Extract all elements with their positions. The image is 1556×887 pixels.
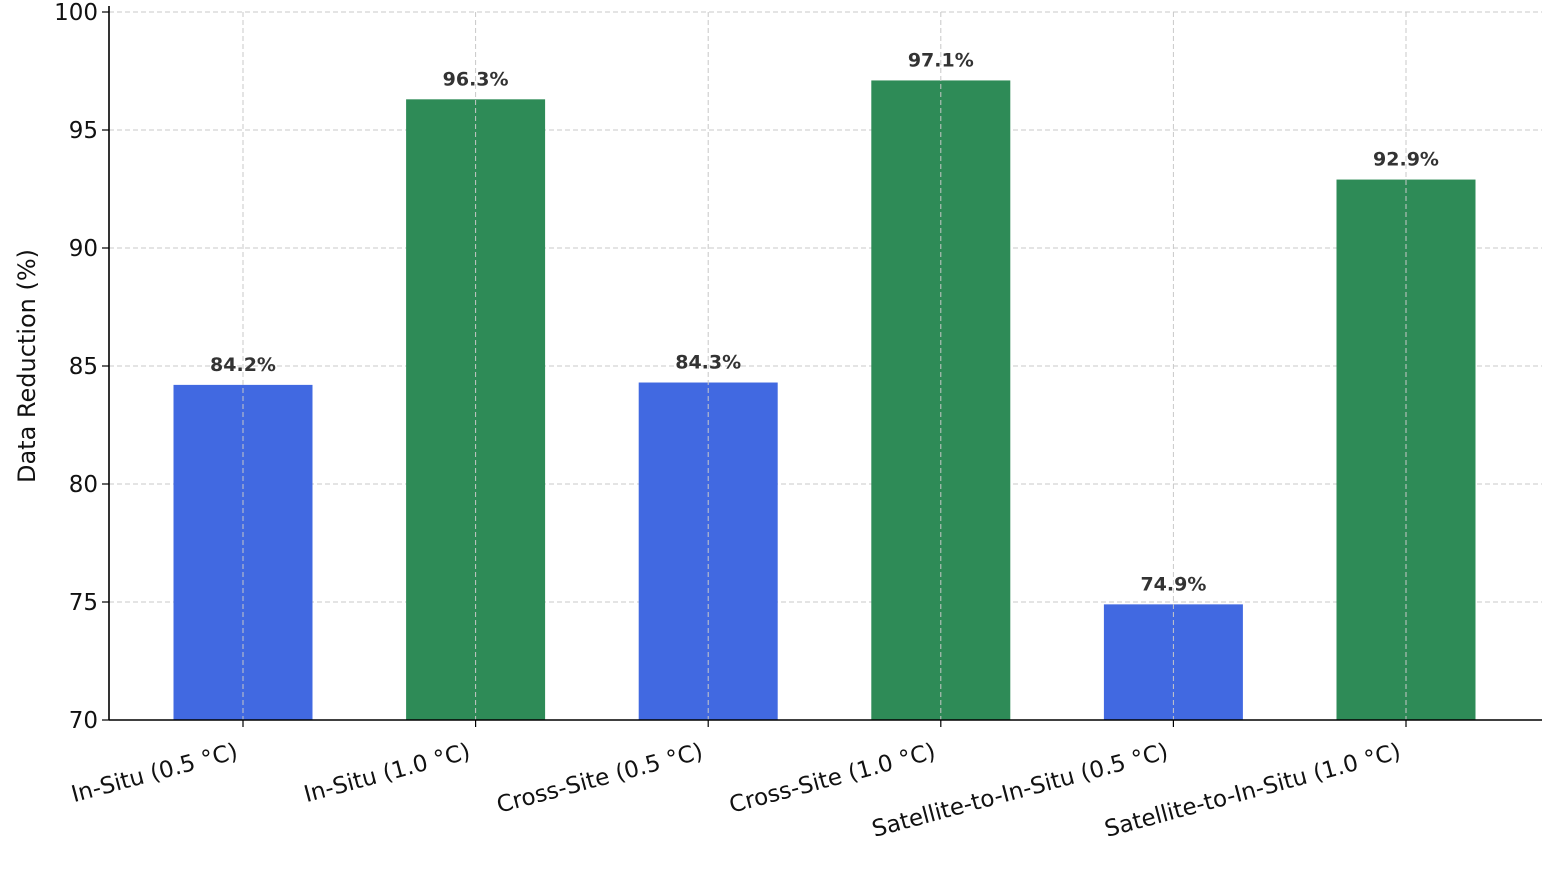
bar-value-label: 84.3% xyxy=(675,352,741,374)
grid-lines xyxy=(109,11,1542,603)
y-tick-label: 80 xyxy=(69,472,98,498)
y-tick-label: 95 xyxy=(69,118,98,144)
bars xyxy=(173,80,1476,720)
bar-value-label: 74.9% xyxy=(1140,573,1206,595)
x-tick-label: Cross-Site (0.5 °C) xyxy=(494,739,706,819)
x-tick-label: In-Situ (0.5 °C) xyxy=(69,739,241,808)
y-tick-label: 75 xyxy=(69,590,98,616)
y-tick-label: 100 xyxy=(54,0,98,26)
y-axis-label: Data Reduction (%) xyxy=(13,249,41,483)
bar-value-label: 84.2% xyxy=(210,354,276,376)
y-tick-label: 90 xyxy=(69,236,98,262)
data-labels: 84.2% 96.3% 84.3% 97.1% 74.9% 92.9% xyxy=(210,49,1439,595)
y-tick-label: 85 xyxy=(69,354,98,380)
x-tick-label: In-Situ (1.0 °C) xyxy=(301,739,473,808)
bar-value-label: 96.3% xyxy=(443,68,509,90)
y-tick-label: 70 xyxy=(69,708,98,734)
bar-value-label: 97.1% xyxy=(908,49,974,71)
bar-value-label: 92.9% xyxy=(1373,149,1439,171)
